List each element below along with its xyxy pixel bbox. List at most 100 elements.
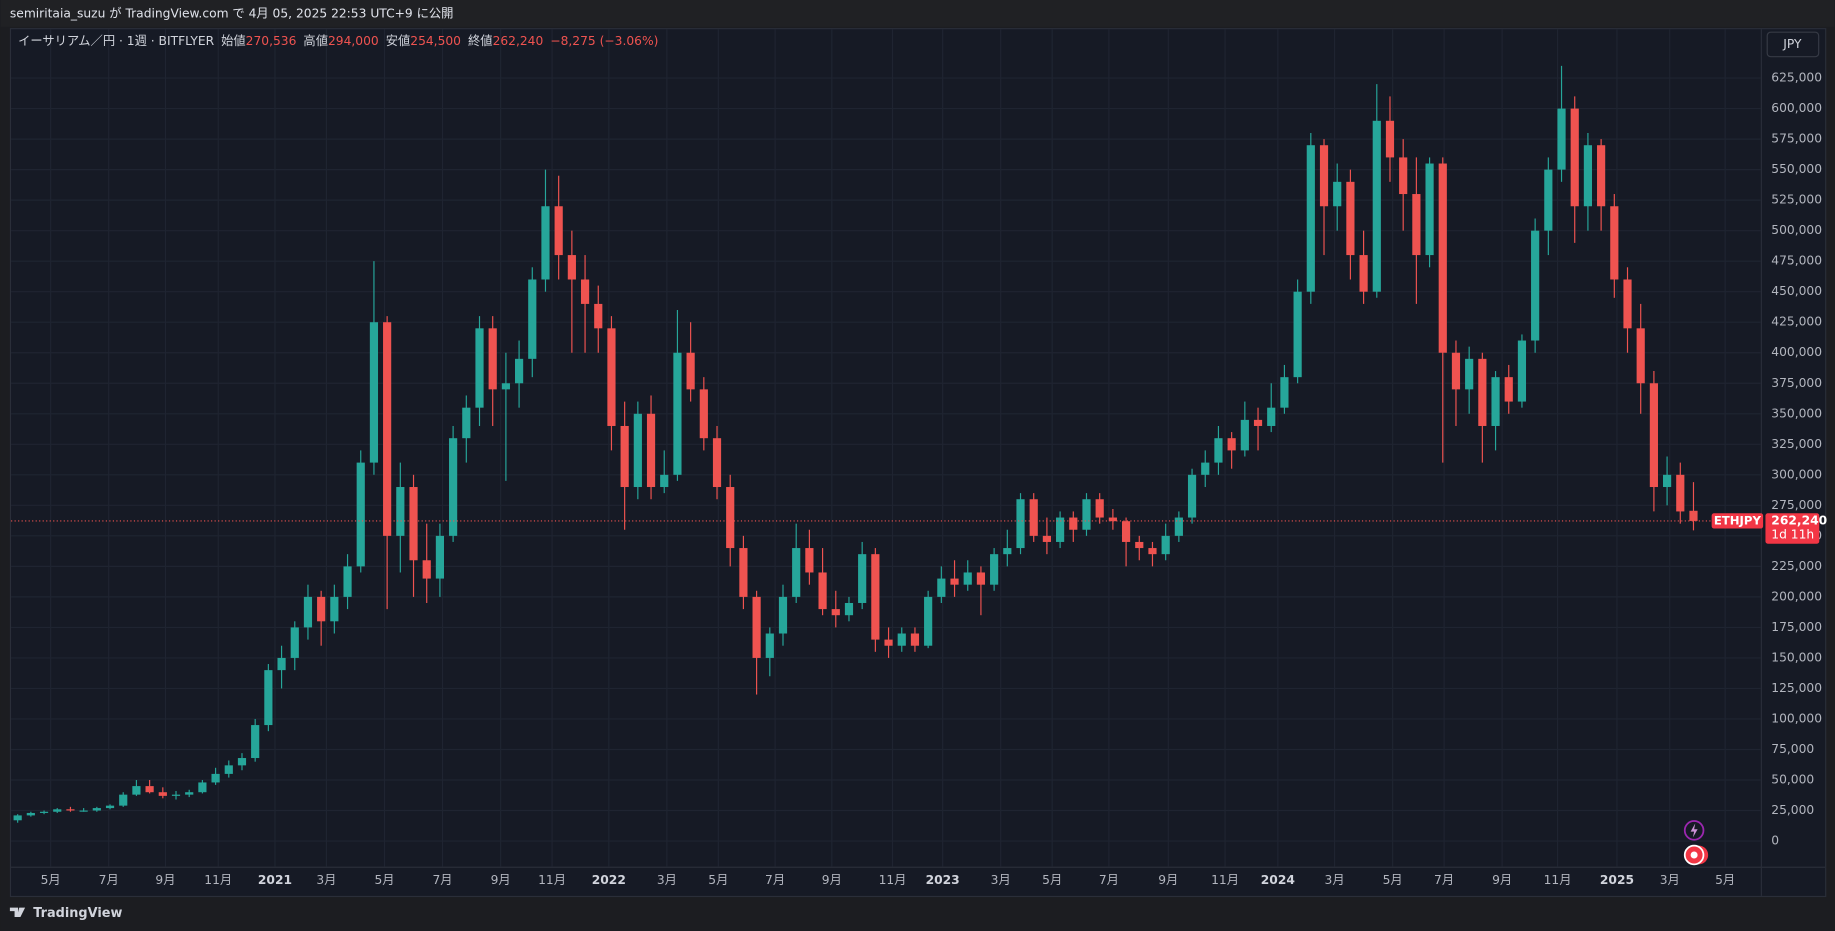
candle-body xyxy=(514,358,524,384)
x-tick-label: 5月 xyxy=(41,873,61,887)
candle-body xyxy=(330,596,339,622)
candle-body xyxy=(383,322,392,536)
y-tick-label: 325,000 xyxy=(1771,437,1822,451)
x-tick-label: 3月 xyxy=(1325,873,1345,887)
low-label: 安値 xyxy=(386,32,411,47)
candle-body xyxy=(1253,419,1263,426)
candle-body xyxy=(171,794,181,796)
close-value: 262,240 xyxy=(493,33,544,47)
candle-body xyxy=(554,206,563,256)
x-tick-label: 9月 xyxy=(1158,873,1178,887)
candle-body xyxy=(1478,358,1487,426)
candle-body xyxy=(765,633,774,658)
candle-body xyxy=(567,255,576,280)
candle-body xyxy=(1597,145,1606,207)
candle-body xyxy=(343,566,352,597)
x-tick-label: 7月 xyxy=(433,873,453,887)
x-tick-label: 9月 xyxy=(1492,873,1512,887)
candle-body xyxy=(1438,163,1447,353)
candle-body xyxy=(501,383,510,390)
alert-icon[interactable] xyxy=(1683,820,1705,841)
candle-body xyxy=(13,815,22,821)
candle-body xyxy=(1346,181,1355,256)
x-tick-label: 7月 xyxy=(1434,873,1454,887)
candle-body xyxy=(686,352,695,390)
x-tick-label: 2024 xyxy=(1261,873,1295,887)
y-tick-label: 400,000 xyxy=(1771,345,1822,359)
candle-body xyxy=(1425,163,1434,256)
x-tick-label: 2021 xyxy=(258,873,292,887)
currency-button[interactable] xyxy=(1766,31,1820,58)
candle-body xyxy=(580,279,590,304)
candle-body xyxy=(92,808,101,811)
candle-body xyxy=(712,438,722,488)
open-label: 始値 xyxy=(221,32,246,47)
candle-body xyxy=(1412,194,1421,256)
x-tick-label: 5月 xyxy=(1042,873,1062,887)
candle-body xyxy=(1056,517,1065,542)
symbol-label: ETHJPY xyxy=(1714,513,1762,527)
x-tick-label: 5月 xyxy=(1715,873,1735,887)
candle-body xyxy=(910,633,920,646)
x-tick-label: 3月 xyxy=(991,873,1011,887)
candle-body xyxy=(963,572,972,585)
candle-body xyxy=(884,639,893,646)
candle-body xyxy=(1399,157,1408,195)
candles xyxy=(11,65,1761,823)
candle-body xyxy=(739,548,748,597)
currency-label[interactable]: JPY xyxy=(1782,37,1802,51)
brand-name: TradingView xyxy=(33,906,122,921)
candle-body xyxy=(145,786,154,793)
legend: イーサリアム／円 · 1週 · BITFLYER 始値270,536 高値294,0… xyxy=(18,32,658,47)
candle-body xyxy=(607,328,616,426)
symbol-name: イーサリアム／円 · 1週 · BITFLYER xyxy=(18,33,215,47)
candle-body xyxy=(792,548,801,597)
close-label: 終値 xyxy=(468,32,493,47)
x-tick-label: 5月 xyxy=(374,873,394,887)
x-tick-label: 3月 xyxy=(316,873,336,887)
candle-body xyxy=(396,487,405,536)
candle-body xyxy=(185,792,194,795)
candle-body xyxy=(633,413,642,488)
candle-body xyxy=(303,596,313,628)
candle-body xyxy=(1029,499,1038,536)
candle-body xyxy=(1161,535,1170,555)
candle-body xyxy=(369,322,379,463)
candle-body xyxy=(198,782,207,793)
x-tick-label: 11月 xyxy=(204,873,232,887)
x-tick-label: 11月 xyxy=(538,873,566,887)
candle-body xyxy=(1214,438,1223,463)
y-tick-label: 0 xyxy=(1771,834,1779,848)
candle-body xyxy=(805,548,814,573)
open-value: 270,536 xyxy=(246,33,297,47)
y-tick-label: 450,000 xyxy=(1771,284,1822,298)
y-tick-label: 625,000 xyxy=(1771,71,1822,85)
candle-body xyxy=(1504,377,1513,402)
candle-body xyxy=(1003,548,1012,555)
candle-body xyxy=(66,809,75,811)
x-tick-label: 2023 xyxy=(926,873,960,887)
y-tick-label: 200,000 xyxy=(1771,589,1822,603)
candle-body xyxy=(1372,120,1381,292)
x-tick-label: 7月 xyxy=(99,873,119,887)
x-tick-label: 9月 xyxy=(491,873,511,887)
x-tick-label: 3月 xyxy=(657,873,677,887)
candle-body xyxy=(1557,108,1566,170)
candle-body xyxy=(1306,145,1315,292)
candle-body xyxy=(1108,517,1117,522)
candle-body xyxy=(528,279,537,359)
candle-body xyxy=(1042,535,1051,542)
axes: 0 25,000 50,000 75,000 100,000 125,000 150,000… xyxy=(41,71,1828,888)
candle-body xyxy=(119,794,128,806)
candle-body xyxy=(462,407,471,439)
candle-body xyxy=(620,425,629,488)
candle-body xyxy=(1385,120,1395,158)
x-tick-label: 7月 xyxy=(1099,873,1119,887)
y-tick-label: 600,000 xyxy=(1771,101,1822,115)
y-tick-label: 375,000 xyxy=(1771,376,1822,390)
candle-body xyxy=(1465,358,1474,390)
symbol-tag xyxy=(1711,513,1764,529)
candle-body xyxy=(1135,541,1144,549)
x-tick-label: 11月 xyxy=(879,873,907,887)
candle-body xyxy=(277,657,286,671)
